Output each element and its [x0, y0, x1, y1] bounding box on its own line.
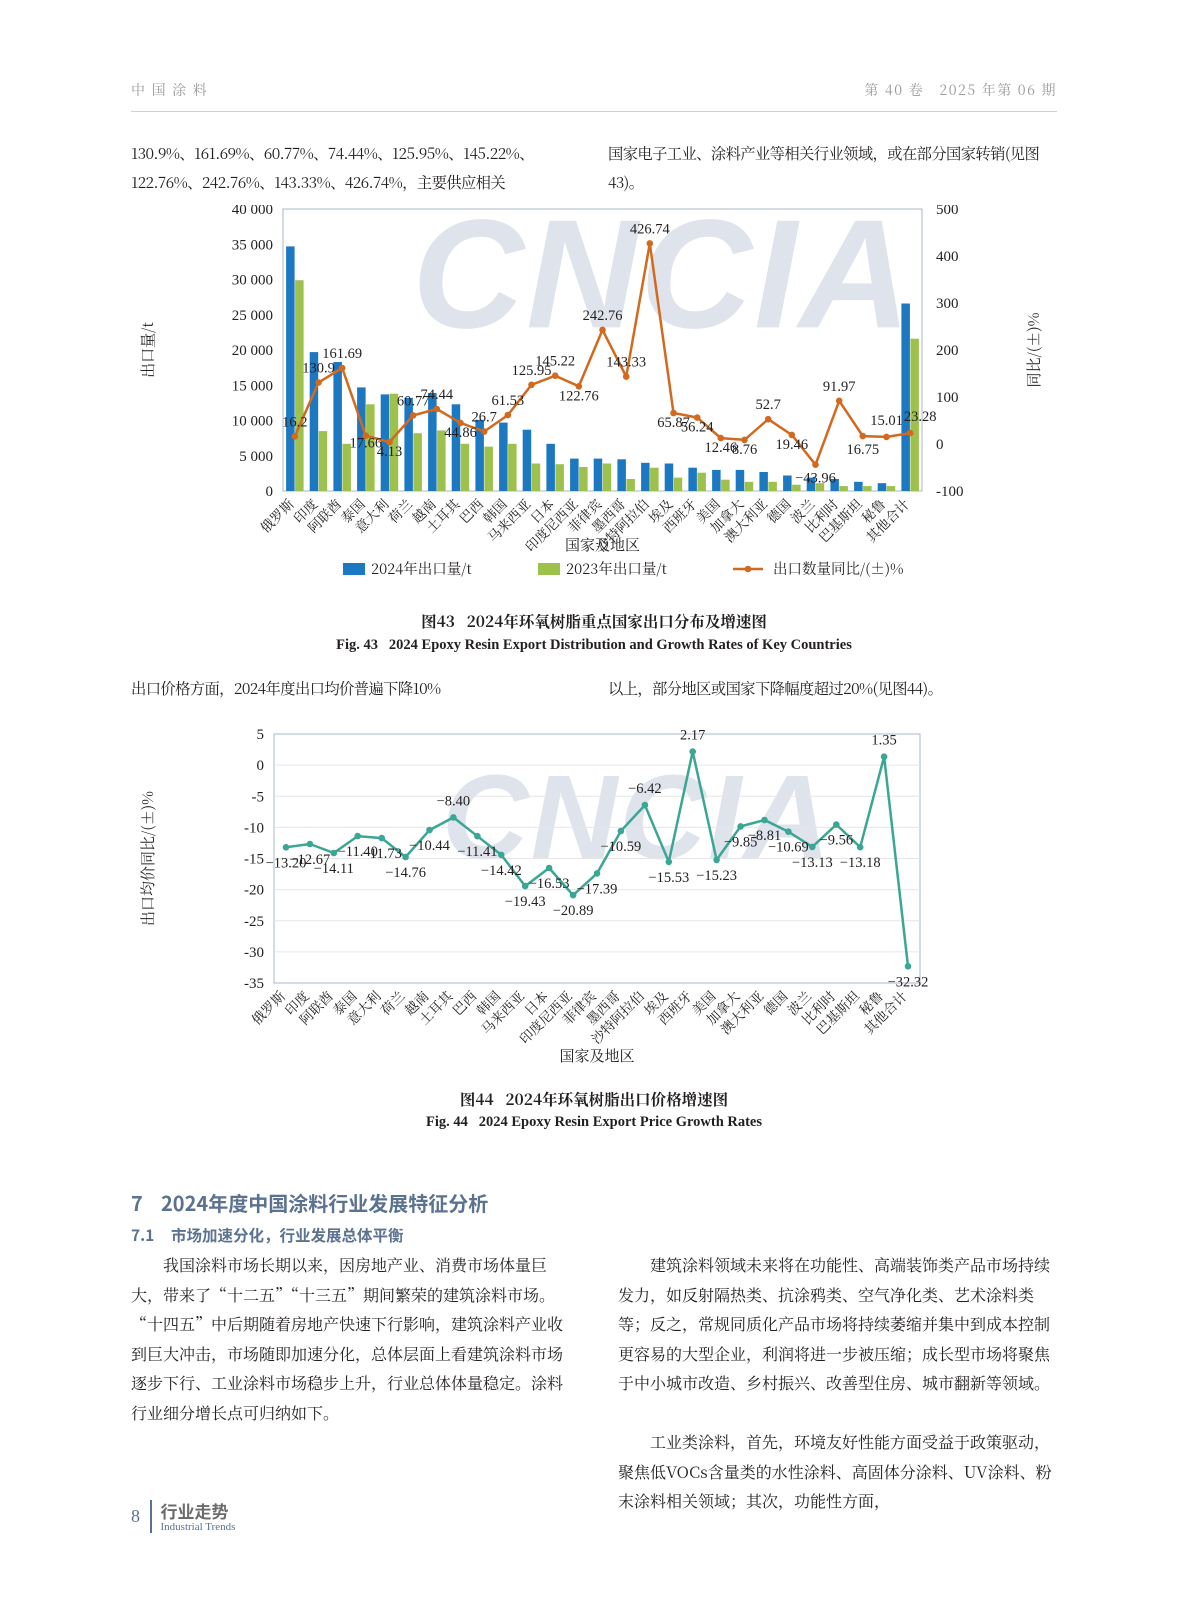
- svg-text:15.01: 15.01: [870, 413, 903, 429]
- svg-text:出口数量同比/(±)%: 出口数量同比/(±)%: [773, 558, 904, 579]
- svg-text:61.53: 61.53: [491, 393, 524, 409]
- svg-text:0: 0: [257, 758, 265, 774]
- svg-text:−13.18: −13.18: [840, 855, 881, 871]
- svg-text:−10.69: −10.69: [768, 840, 809, 856]
- svg-text:26.7: 26.7: [472, 410, 497, 426]
- svg-text:145.22: 145.22: [535, 354, 575, 370]
- svg-text:−43.96: −43.96: [795, 471, 836, 487]
- svg-text:2023年出口量/t: 2023年出口量/t: [566, 558, 667, 579]
- svg-text:5: 5: [257, 727, 265, 743]
- svg-text:2024年出口量/t: 2024年出口量/t: [371, 558, 472, 579]
- svg-text:-25: -25: [244, 914, 264, 930]
- svg-text:23.28: 23.28: [904, 409, 937, 425]
- svg-text:−17.39: −17.39: [577, 881, 618, 897]
- svg-text:-10: -10: [244, 820, 264, 836]
- svg-text:−14.42: −14.42: [481, 863, 522, 879]
- svg-text:-15: -15: [244, 852, 264, 868]
- svg-text:出口均价同比/(±)%: 出口均价同比/(±)%: [137, 791, 158, 926]
- svg-text:242.76: 242.76: [583, 308, 623, 324]
- svg-text:−16.53: −16.53: [529, 876, 570, 892]
- svg-text:-35: -35: [244, 976, 264, 992]
- svg-text:10 000: 10 000: [232, 414, 273, 430]
- svg-text:25 000: 25 000: [232, 308, 273, 324]
- svg-text:15 000: 15 000: [232, 378, 273, 394]
- svg-text:91.97: 91.97: [823, 379, 856, 395]
- svg-text:同比/(±)%: 同比/(±)%: [1023, 312, 1044, 387]
- svg-text:−8.40: −8.40: [437, 793, 471, 809]
- svg-text:426.74: 426.74: [630, 221, 671, 237]
- svg-text:4.13: 4.13: [377, 444, 402, 460]
- svg-text:19.46: 19.46: [775, 437, 808, 453]
- svg-text:16.75: 16.75: [846, 442, 879, 458]
- svg-text:40 000: 40 000: [232, 205, 273, 218]
- svg-text:−13.13: −13.13: [792, 855, 833, 871]
- svg-text:−9.56: −9.56: [820, 833, 854, 849]
- svg-text:−10.59: −10.59: [600, 839, 641, 855]
- svg-text:−10.44: −10.44: [409, 838, 451, 854]
- svg-text:56.24: 56.24: [681, 420, 714, 436]
- svg-text:−20.89: −20.89: [553, 903, 594, 919]
- svg-text:−14.76: −14.76: [385, 865, 426, 881]
- svg-text:国家及地区: 国家及地区: [559, 1045, 634, 1066]
- svg-text:2.17: 2.17: [680, 728, 705, 744]
- svg-text:122.76: 122.76: [559, 388, 599, 404]
- svg-text:44.86: 44.86: [444, 425, 477, 441]
- svg-text:130.9: 130.9: [302, 361, 335, 377]
- svg-text:−19.43: −19.43: [505, 894, 546, 910]
- svg-text:出口量/t: 出口量/t: [137, 322, 158, 378]
- svg-text:30 000: 30 000: [232, 273, 273, 289]
- svg-text:0: 0: [936, 437, 944, 453]
- svg-text:−15.23: −15.23: [696, 868, 737, 884]
- svg-text:1.35: 1.35: [871, 733, 896, 749]
- svg-text:-100: -100: [936, 484, 964, 500]
- svg-text:52.7: 52.7: [756, 397, 781, 413]
- svg-text:-20: -20: [244, 883, 264, 899]
- svg-text:143.33: 143.33: [606, 355, 646, 371]
- svg-text:国家及地区: 国家及地区: [565, 534, 640, 555]
- svg-text:-5: -5: [252, 789, 265, 805]
- svg-text:20 000: 20 000: [232, 343, 273, 359]
- svg-text:74.44: 74.44: [420, 387, 453, 403]
- svg-text:300: 300: [936, 296, 959, 312]
- svg-text:−11.41: −11.41: [457, 844, 497, 860]
- svg-text:400: 400: [936, 249, 959, 265]
- svg-text:500: 500: [936, 205, 959, 218]
- svg-text:8.76: 8.76: [732, 442, 757, 458]
- svg-text:−14.11: −14.11: [314, 861, 354, 877]
- svg-text:200: 200: [936, 343, 959, 359]
- svg-text:16.2: 16.2: [282, 414, 307, 430]
- svg-text:−6.42: −6.42: [628, 781, 662, 797]
- svg-text:100: 100: [936, 390, 959, 406]
- svg-text:−11.73: −11.73: [362, 846, 402, 862]
- svg-text:−15.53: −15.53: [648, 870, 689, 886]
- svg-text:35 000: 35 000: [232, 237, 273, 253]
- svg-text:-30: -30: [244, 945, 264, 961]
- svg-text:161.69: 161.69: [322, 346, 362, 362]
- svg-text:0: 0: [266, 484, 274, 500]
- svg-text:5 000: 5 000: [239, 449, 273, 465]
